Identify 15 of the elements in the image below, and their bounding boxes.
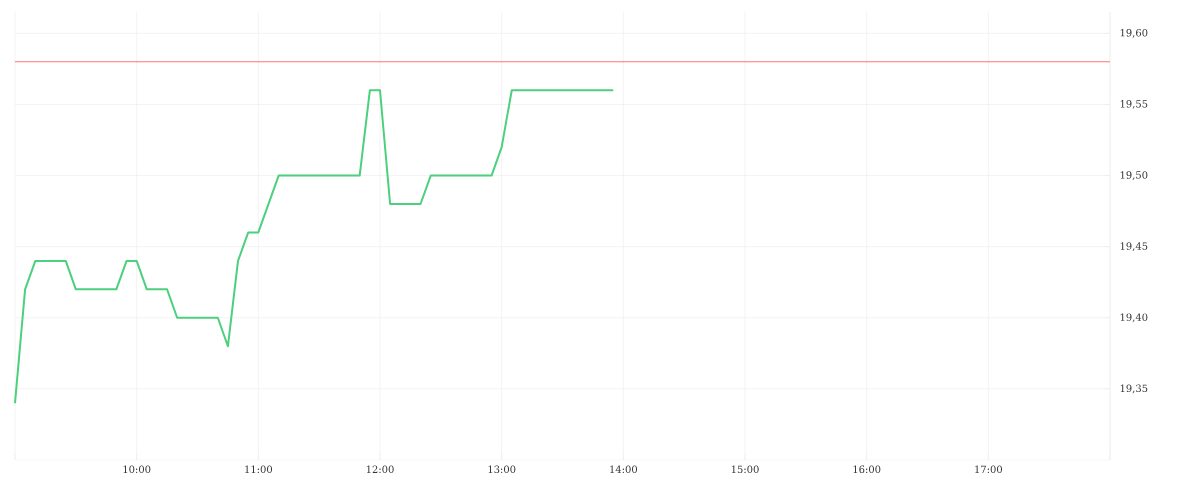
x-tick-label: 16:00 <box>853 465 881 474</box>
x-tick-label: 17:00 <box>975 465 1003 474</box>
x-tick-label: 15:00 <box>731 465 759 474</box>
x-tick-label: 10:00 <box>123 465 151 474</box>
y-tick-label: 19,45 <box>1120 242 1148 252</box>
y-tick-label: 19,50 <box>1120 171 1148 180</box>
x-tick-label: 13:00 <box>488 465 516 474</box>
y-tick-label: 19,35 <box>1120 384 1148 394</box>
y-tick-label: 19,60 <box>1120 28 1148 38</box>
x-tick-label: 11:00 <box>245 465 273 474</box>
line-series <box>14 89 615 405</box>
y-tick-label: 19,55 <box>1120 100 1148 109</box>
x-tick-label: 12:00 <box>366 465 394 474</box>
y-tick-label: 19,40 <box>1120 313 1148 323</box>
x-tick-label: 14:00 <box>610 465 638 474</box>
